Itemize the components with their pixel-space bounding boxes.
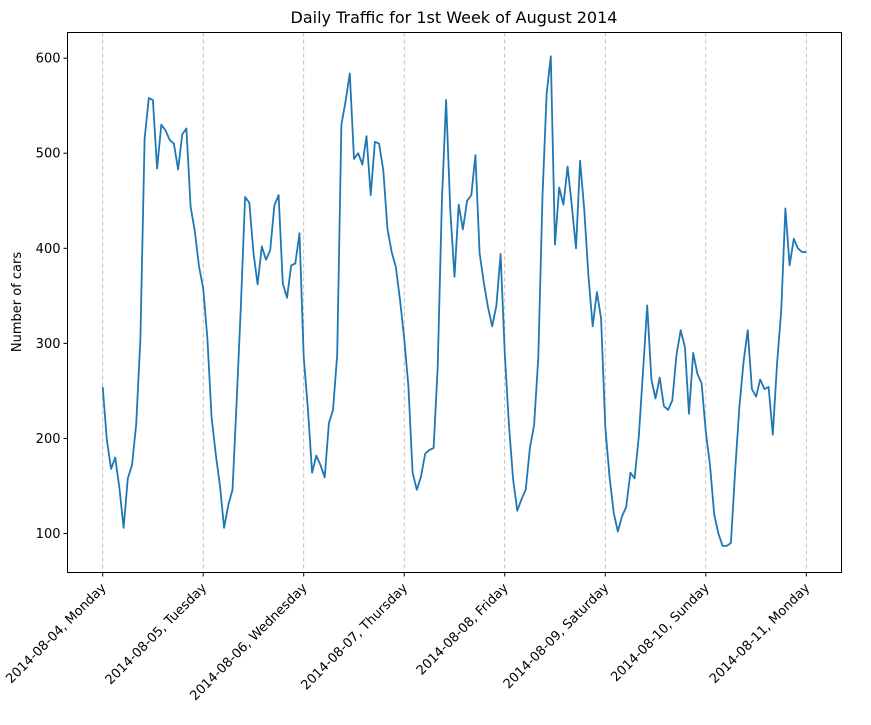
y-tick-label: 500 — [36, 147, 61, 162]
y-tick-label: 600 — [36, 52, 61, 67]
y-axis-label: Number of cars — [10, 252, 25, 352]
axes-frame — [68, 33, 842, 573]
x-tick-label: 2014-08-06, Wednesday — [187, 581, 310, 704]
x-tick-label: 2014-08-07, Thursday — [298, 581, 411, 694]
x-tick-label: 2014-08-04, Monday — [3, 581, 109, 687]
x-tick-label: 2014-08-09, Saturday — [501, 581, 613, 693]
x-tick-label: 2014-08-05, Tuesday — [103, 581, 210, 688]
x-tick-label: 2014-08-08, Friday — [414, 581, 512, 679]
y-tick-label: 100 — [36, 527, 61, 542]
chart-title: Daily Traffic for 1st Week of August 201… — [291, 8, 618, 27]
x-tick-label: 2014-08-10, Sunday — [608, 581, 712, 685]
traffic-series-line — [103, 56, 807, 546]
y-tick-label: 200 — [36, 432, 61, 447]
y-tick-label: 300 — [36, 337, 61, 352]
y-tick-label: 400 — [36, 242, 61, 257]
x-tick-label: 2014-08-11, Monday — [707, 581, 813, 687]
